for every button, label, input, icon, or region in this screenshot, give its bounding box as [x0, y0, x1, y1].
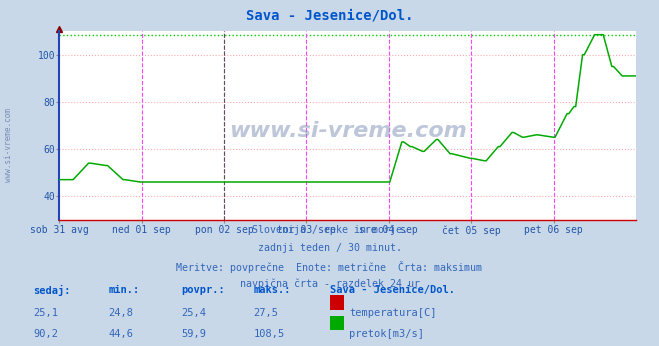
- Text: 44,6: 44,6: [109, 329, 134, 339]
- Text: 108,5: 108,5: [254, 329, 285, 339]
- Text: 25,1: 25,1: [33, 308, 58, 318]
- Text: www.si-vreme.com: www.si-vreme.com: [4, 108, 13, 182]
- Text: pretok[m3/s]: pretok[m3/s]: [349, 329, 424, 339]
- Text: povpr.:: povpr.:: [181, 285, 225, 295]
- Text: 24,8: 24,8: [109, 308, 134, 318]
- Text: Sava - Jesenice/Dol.: Sava - Jesenice/Dol.: [330, 285, 455, 295]
- Text: 90,2: 90,2: [33, 329, 58, 339]
- Text: min.:: min.:: [109, 285, 140, 295]
- Text: www.si-vreme.com: www.si-vreme.com: [229, 121, 467, 141]
- Text: navpična črta - razdelek 24 ur: navpična črta - razdelek 24 ur: [239, 279, 420, 289]
- Text: temperatura[C]: temperatura[C]: [349, 308, 437, 318]
- Text: Slovenija / reke in morje.: Slovenija / reke in morje.: [252, 225, 407, 235]
- Text: Sava - Jesenice/Dol.: Sava - Jesenice/Dol.: [246, 9, 413, 22]
- Text: 27,5: 27,5: [254, 308, 279, 318]
- Text: Meritve: povprečne  Enote: metrične  Črta: maksimum: Meritve: povprečne Enote: metrične Črta:…: [177, 261, 482, 273]
- Text: 25,4: 25,4: [181, 308, 206, 318]
- Text: sedaj:: sedaj:: [33, 285, 71, 297]
- Text: 59,9: 59,9: [181, 329, 206, 339]
- Text: maks.:: maks.:: [254, 285, 291, 295]
- Text: zadnji teden / 30 minut.: zadnji teden / 30 minut.: [258, 243, 401, 253]
